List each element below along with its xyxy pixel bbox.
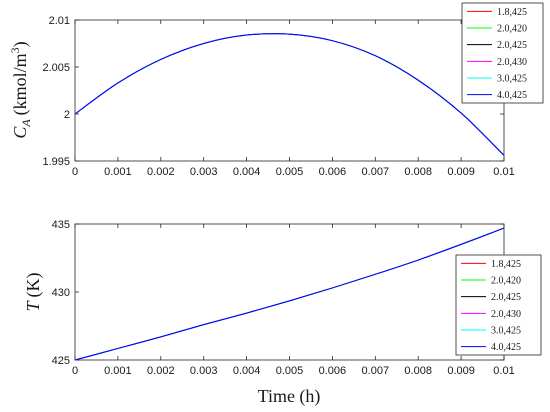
concentration-legend-label: 4.0,425 — [497, 90, 527, 101]
temperature-y-tick-labels: 425 430 435 — [52, 219, 70, 367]
temperature-x-tick-labels: 0 0.001 0.002 0.003 0.004 0.005 0.006 0.007 0.00… — [72, 365, 515, 377]
concentration-series — [74, 33, 505, 156]
ylabel-unit: (kmol/m — [10, 53, 31, 115]
ylabel-subscript: A — [19, 119, 33, 128]
concentration-tick-marks — [74, 19, 505, 162]
temperature-x-tick-label: 0.007 — [362, 365, 390, 377]
concentration-y-axis-label: CA (kmol/m3) — [8, 41, 33, 138]
ylabel-symbol: C — [10, 126, 30, 139]
concentration-y-tick-label: 2 — [64, 109, 70, 121]
temperature-x-tick-label: 0.003 — [190, 365, 218, 377]
temperature-chart: 0 0.001 0.002 0.003 0.004 0.005 0.006 0.007 0.00… — [23, 219, 542, 407]
temperature-x-tick-label: 0.002 — [147, 365, 175, 377]
concentration-x-tick-label: 0.001 — [104, 166, 132, 178]
ylabel-close-paren: ) — [10, 41, 31, 47]
temperature-legend: 1.8,425 2.0,420 2.0,425 2.0,430 3.0,425 4.0,4… — [455, 254, 542, 356]
temperature-legend-label: 4.0,425 — [491, 342, 521, 353]
ylabel-superscript: 3 — [8, 47, 22, 53]
temperature-x-tick-label: 0 — [72, 365, 78, 377]
concentration-x-tick-label: 0.009 — [447, 166, 475, 178]
temperature-x-axis-label: Time (h) — [258, 386, 321, 407]
concentration-chart: 0 0.001 0.002 0.003 0.004 0.005 0.006 0.007 0.00… — [8, 2, 544, 178]
concentration-legend-label: 2.0,425 — [497, 40, 527, 51]
temperature-y-axis-label-text: T (K) — [23, 272, 44, 311]
concentration-x-tick-labels: 0 0.001 0.002 0.003 0.004 0.005 0.006 0.007 0.00… — [72, 166, 515, 178]
temperature-plot-frame — [74, 223, 505, 361]
temperature-series-line-4.0,425 — [74, 227, 505, 361]
temperature-tick-marks — [74, 223, 505, 361]
concentration-legend: 1.8,425 2.0,420 2.0,425 2.0,430 3.0,425 4.0,4… — [461, 2, 544, 104]
temperature-legend-label: 2.0,425 — [491, 292, 521, 303]
concentration-x-tick-label: 0.005 — [276, 166, 304, 178]
temperature-x-tick-label: 0.009 — [447, 365, 475, 377]
temperature-legend-label: 3.0,425 — [491, 326, 521, 337]
concentration-x-tick-label: 0.01 — [493, 166, 514, 178]
concentration-y-tick-label: 2.005 — [42, 62, 70, 74]
temperature-x-tick-label: 0.01 — [493, 365, 514, 377]
concentration-x-tick-label: 0.004 — [233, 166, 261, 178]
temperature-x-tick-label: 0.008 — [404, 365, 432, 377]
temperature-legend-box — [455, 254, 542, 356]
temperature-y-tick-label: 425 — [52, 355, 70, 367]
temperature-y-tick-label: 430 — [52, 287, 70, 299]
temperature-x-tick-label: 0.001 — [104, 365, 132, 377]
temperature-x-tick-label: 0.005 — [276, 365, 304, 377]
temperature-legend-label: 2.0,430 — [491, 309, 521, 320]
concentration-y-tick-label: 2.01 — [49, 15, 70, 27]
concentration-legend-label: 3.0,425 — [497, 74, 527, 85]
concentration-x-tick-label: 0.002 — [147, 166, 175, 178]
concentration-y-tick-labels: 1.995 2 2.005 2.01 — [42, 15, 70, 168]
temperature-y-axis-label: T (K) — [23, 272, 44, 311]
concentration-x-tick-label: 0.008 — [404, 166, 432, 178]
concentration-plot-frame — [74, 19, 505, 162]
ylabel-unit: (K) — [23, 272, 44, 297]
concentration-legend-label: 2.0,420 — [497, 24, 527, 35]
temperature-legend-label: 2.0,420 — [491, 276, 521, 287]
concentration-y-axis-label-text: CA (kmol/m3) — [8, 41, 33, 138]
temperature-legend-label: 1.8,425 — [491, 259, 521, 270]
concentration-x-tick-label: 0 — [72, 166, 78, 178]
ylabel-symbol: T — [23, 300, 43, 312]
temperature-y-tick-label: 435 — [52, 219, 70, 231]
temperature-series — [74, 227, 505, 361]
concentration-x-tick-label: 0.007 — [362, 166, 390, 178]
concentration-y-tick-label: 1.995 — [42, 156, 70, 168]
concentration-legend-label: 2.0,430 — [497, 57, 527, 68]
temperature-x-tick-label: 0.004 — [233, 365, 261, 377]
concentration-x-tick-label: 0.003 — [190, 166, 218, 178]
concentration-legend-label: 1.8,425 — [497, 7, 527, 18]
concentration-series-line-4.0,425 — [74, 33, 505, 156]
concentration-x-tick-label: 0.006 — [319, 166, 347, 178]
temperature-x-tick-label: 0.006 — [319, 365, 347, 377]
concentration-legend-box — [461, 2, 544, 104]
